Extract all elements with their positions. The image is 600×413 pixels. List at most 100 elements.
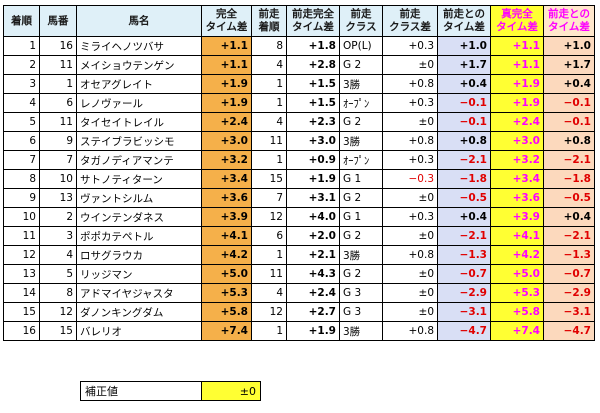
shin-diff-cell: −0.1 — [543, 112, 595, 132]
header-class-diff: 前走 クラス差 — [382, 5, 438, 37]
horse-number-cell: 2 — [39, 207, 77, 227]
table-row: 5 11 タイセイトレイル +2.4 4 +2.3 G 2 ±0 −0.1 +2.4 −0.1 — [3, 112, 595, 132]
header-name: 馬名 — [76, 5, 202, 37]
prev-kanzen-cell: +1.8 — [286, 36, 340, 56]
shin-diff-cell: +1.7 — [543, 55, 595, 75]
diff-time-cell: −1.3 — [437, 245, 491, 265]
header-shin-kanzen: 真完全 タイム差 — [490, 5, 544, 37]
shin-kanzen-cell: +3.9 — [490, 207, 544, 227]
horse-name-cell: ダノンキングダム — [76, 302, 202, 322]
class-diff-cell: +0.8 — [382, 74, 438, 94]
prev-kanzen-cell: +2.7 — [286, 302, 340, 322]
position-cell: 12 — [3, 245, 40, 265]
header-diff-time: 前走との タイム差 — [437, 5, 491, 37]
shin-kanzen-cell: +1.1 — [490, 36, 544, 56]
table-row: 16 15 バレリオ +7.4 1 +1.9 3勝 +0.8 −4.7 +7.4 −4.7 — [3, 321, 595, 341]
horse-number-cell: 16 — [39, 36, 77, 56]
table-row: 7 7 タガノディアマンテ +3.2 1 +0.9 ｵｰﾌﾟﾝ +0.3 −2.1 +3.2 −2.… — [3, 150, 595, 170]
prev-kanzen-cell: +0.9 — [286, 150, 340, 170]
header-num: 馬番 — [39, 5, 77, 37]
prev-class-cell: G 1 — [339, 169, 383, 189]
position-cell: 3 — [3, 74, 40, 94]
table-row: 14 8 アドマイヤジャスタ +5.3 4 +2.4 G 3 ±0 −2.9 +5.3 −2.9 — [3, 283, 595, 303]
horse-name-cell: サトノティターン — [76, 169, 202, 189]
horse-number-cell: 9 — [39, 131, 77, 151]
position-cell: 16 — [3, 321, 40, 341]
horse-number-cell: 11 — [39, 112, 77, 132]
prev-class-cell: 3勝 — [339, 74, 383, 94]
horse-name-cell: レノヴァール — [76, 93, 202, 113]
shin-diff-cell: −0.1 — [543, 93, 595, 113]
prev-class-cell: G 2 — [339, 188, 383, 208]
kanzen-time-cell: +2.4 — [201, 112, 252, 132]
horse-number-cell: 5 — [39, 264, 77, 284]
shin-diff-cell: −3.1 — [543, 302, 595, 322]
shin-kanzen-cell: +1.9 — [490, 74, 544, 94]
kanzen-time-cell: +3.6 — [201, 188, 252, 208]
kanzen-time-cell: +3.2 — [201, 150, 252, 170]
shin-diff-cell: +0.8 — [543, 131, 595, 151]
position-cell: 10 — [3, 207, 40, 227]
prev-kanzen-cell: +1.9 — [286, 321, 340, 341]
header-shin-diff: 前走との タイム差 — [543, 5, 595, 37]
position-cell: 5 — [3, 112, 40, 132]
prev-position-cell: 1 — [251, 150, 287, 170]
horse-number-cell: 7 — [39, 150, 77, 170]
shin-diff-cell: −0.7 — [543, 264, 595, 284]
table-row: 9 13 ヴァントシルム +3.6 7 +3.1 G 2 ±0 −0.5 +3.6 −0.5 — [3, 188, 595, 208]
shin-kanzen-cell: +2.4 — [490, 112, 544, 132]
shin-diff-cell: +0.4 — [543, 74, 595, 94]
class-diff-cell: ±0 — [382, 264, 438, 284]
position-cell: 6 — [3, 131, 40, 151]
shin-kanzen-cell: +5.8 — [490, 302, 544, 322]
prev-class-cell: G 1 — [339, 207, 383, 227]
kanzen-time-cell: +1.1 — [201, 55, 252, 75]
table-row: 6 9 ステイブラビッシモ +3.0 11 +3.0 3勝 +0.8 +0.8 +3.0 +0.8 — [3, 131, 595, 151]
prev-position-cell: 1 — [251, 245, 287, 265]
position-cell: 2 — [3, 55, 40, 75]
prev-position-cell: 1 — [251, 74, 287, 94]
shin-diff-cell: −2.1 — [543, 150, 595, 170]
horse-name-cell: タガノディアマンテ — [76, 150, 202, 170]
prev-position-cell: 4 — [251, 112, 287, 132]
class-diff-cell: +0.3 — [382, 93, 438, 113]
header-row: 着順 馬番 馬名 完全 タイム差 前走 着順 前走完全 タイム差 前走 クラス 前走 クラ… — [3, 5, 595, 37]
position-cell: 1 — [3, 36, 40, 56]
table-row: 11 3 ポポカテペトル +4.1 6 +2.0 G 2 ±0 −2.1 +4.1 −2.1 — [3, 226, 595, 246]
correction-value: ±0 — [201, 381, 261, 401]
shin-kanzen-cell: +3.6 — [490, 188, 544, 208]
horse-name-cell: ステイブラビッシモ — [76, 131, 202, 151]
prev-class-cell: G 3 — [339, 283, 383, 303]
horse-number-cell: 3 — [39, 226, 77, 246]
position-cell: 4 — [3, 93, 40, 113]
class-diff-cell: +0.3 — [382, 36, 438, 56]
class-diff-cell: +0.8 — [382, 131, 438, 151]
shin-diff-cell: −0.5 — [543, 188, 595, 208]
horse-number-cell: 1 — [39, 74, 77, 94]
horse-name-cell: ウインテンダネス — [76, 207, 202, 227]
prev-position-cell: 11 — [251, 264, 287, 284]
class-diff-cell: +0.3 — [382, 207, 438, 227]
diff-time-cell: −0.1 — [437, 93, 491, 113]
kanzen-time-cell: +4.1 — [201, 226, 252, 246]
kanzen-time-cell: +1.9 — [201, 74, 252, 94]
shin-kanzen-cell: +3.2 — [490, 150, 544, 170]
shin-diff-cell: −2.1 — [543, 226, 595, 246]
kanzen-time-cell: +5.8 — [201, 302, 252, 322]
prev-class-cell: 3勝 — [339, 131, 383, 151]
class-diff-cell: +0.3 — [382, 150, 438, 170]
shin-kanzen-cell: +3.4 — [490, 169, 544, 189]
table-row: 15 12 ダノンキングダム +5.8 12 +2.7 G 3 ±0 −3.1 +5.8 −3.1 — [3, 302, 595, 322]
prev-kanzen-cell: +2.4 — [286, 283, 340, 303]
horse-name-cell: ロサグラウカ — [76, 245, 202, 265]
horse-name-cell: ヴァントシルム — [76, 188, 202, 208]
prev-position-cell: 8 — [251, 36, 287, 56]
prev-position-cell: 15 — [251, 169, 287, 189]
horse-number-cell: 4 — [39, 245, 77, 265]
horse-name-cell: メイショウテンゲン — [76, 55, 202, 75]
class-diff-cell: ±0 — [382, 283, 438, 303]
table-row: 12 4 ロサグラウカ +4.2 1 +2.1 3勝 +0.8 −1.3 +4.2 −1.3 — [3, 245, 595, 265]
shin-diff-cell: −4.7 — [543, 321, 595, 341]
table-row: 8 10 サトノティターン +3.4 15 +1.9 G 1 −0.3 −1.8 +3.4 −1.8 — [3, 169, 595, 189]
diff-time-cell: +0.8 — [437, 131, 491, 151]
